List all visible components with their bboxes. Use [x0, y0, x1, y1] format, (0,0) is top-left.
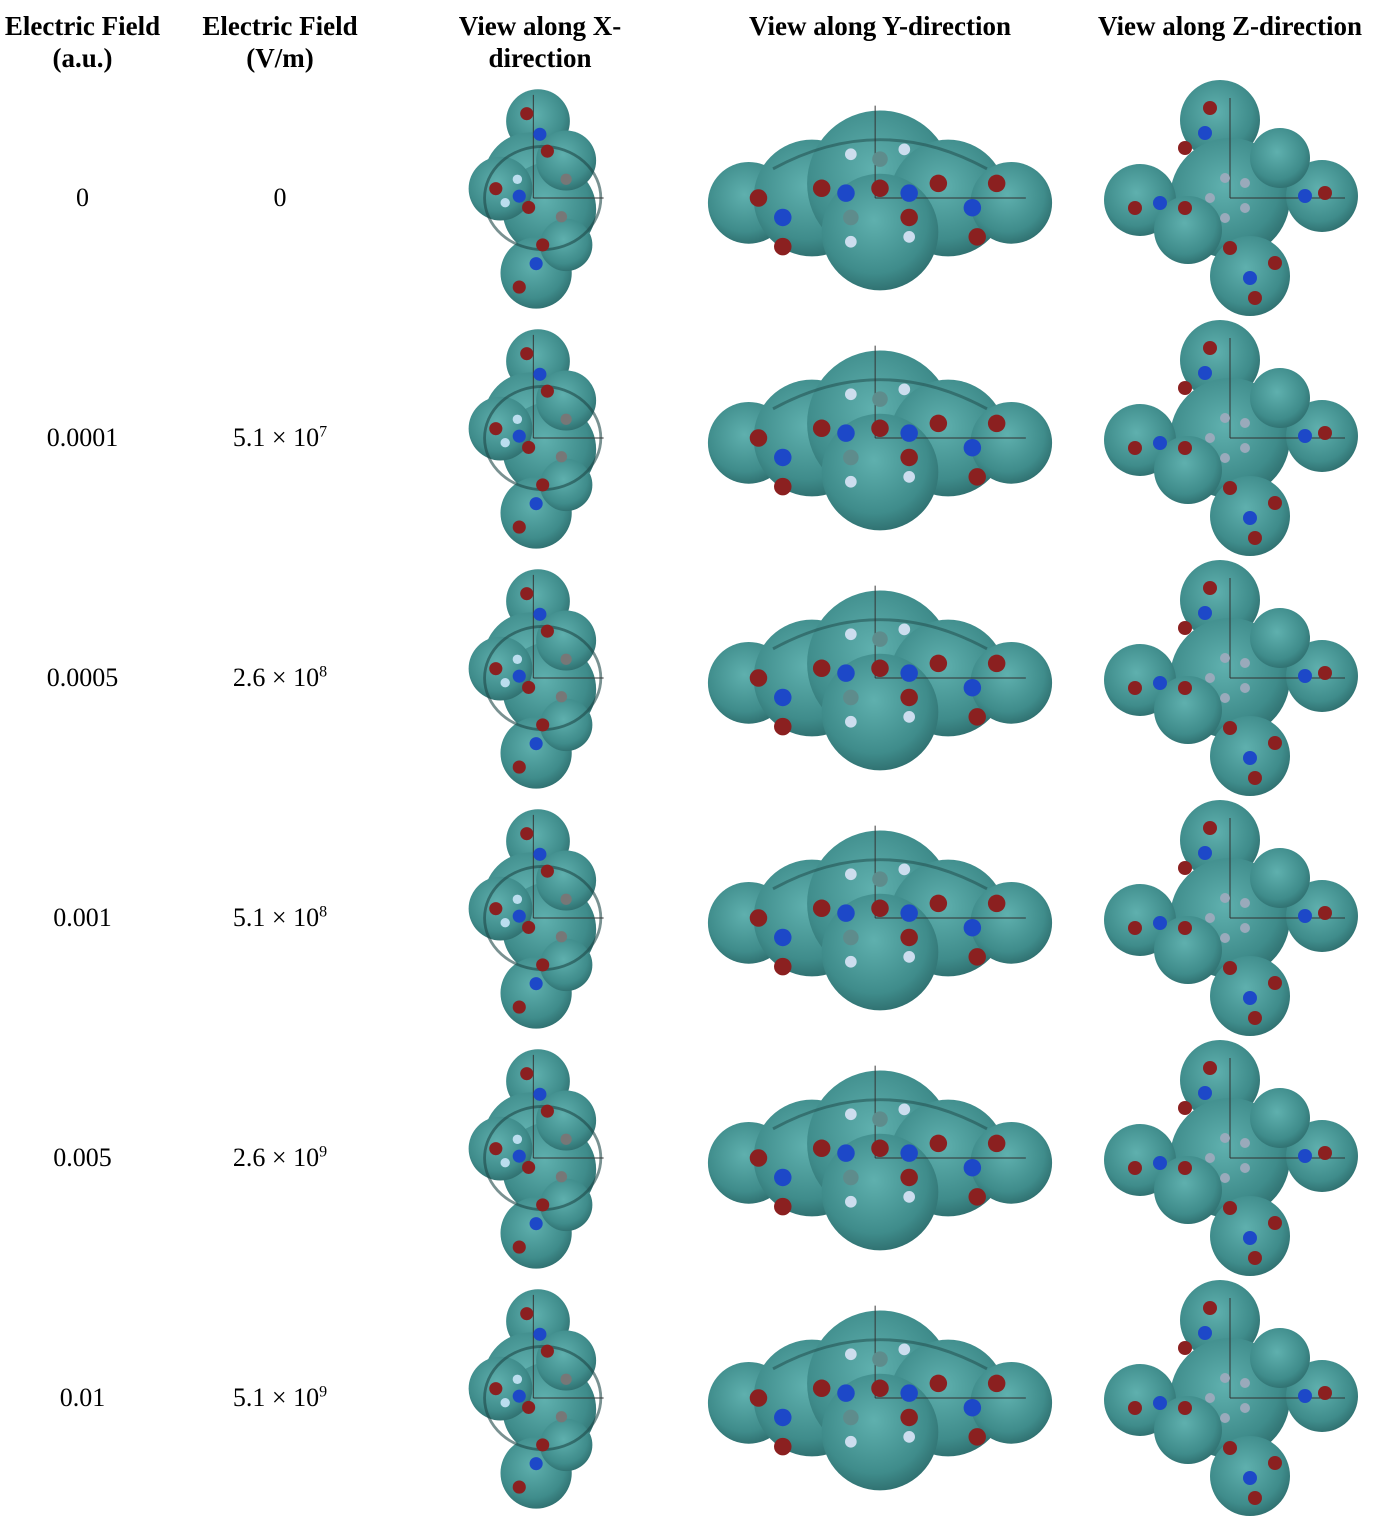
- field-vm-mantissa: 5.1 × 10: [233, 1383, 319, 1412]
- molecule-image: [708, 1306, 1052, 1491]
- field-vm-exponent: 7: [319, 423, 327, 440]
- molecule-view: [705, 1298, 1055, 1498]
- field-vm-exponent: 8: [319, 903, 327, 920]
- molecule-view: [1100, 78, 1360, 318]
- field-vm: 0: [185, 183, 375, 213]
- molecule-image: [708, 346, 1052, 531]
- field-vm-mantissa: 2.6 × 10: [233, 1143, 319, 1172]
- molecule-view: [1100, 558, 1360, 798]
- column-header: Electric Field (V/m): [185, 10, 375, 74]
- field-vm: 5.1 × 109: [185, 1383, 375, 1413]
- molecule-view: [463, 798, 613, 1038]
- field-au: 0.0005: [0, 663, 165, 693]
- molecule-image: [708, 106, 1052, 291]
- molecule-view: [705, 338, 1055, 538]
- field-vm-mantissa: 0: [274, 183, 287, 212]
- field-vm: 5.1 × 107: [185, 423, 375, 453]
- molecule-image: [469, 1049, 604, 1268]
- field-vm: 2.6 × 108: [185, 663, 375, 693]
- molecule-view: [1100, 1278, 1360, 1518]
- molecule-view: [463, 318, 613, 558]
- molecule-image: [708, 586, 1052, 771]
- molecule-view: [463, 78, 613, 318]
- molecule-view: [1100, 318, 1360, 558]
- molecule-image: [469, 329, 604, 548]
- column-header: View along Z-direction: [1080, 10, 1380, 42]
- molecule-image: [469, 89, 604, 308]
- page: {"header": ["Electric Field (a.u.)", "El…: [0, 0, 1382, 1513]
- molecule-view: [705, 98, 1055, 298]
- molecule-view: [463, 558, 613, 798]
- molecule-image: [1104, 1280, 1358, 1516]
- molecule-image: [1104, 800, 1358, 1036]
- column-header: View along X-direction: [440, 10, 640, 74]
- field-vm-mantissa: 5.1 × 10: [233, 423, 319, 452]
- column-header: Electric Field (a.u.): [0, 10, 165, 74]
- field-au: 0.01: [0, 1383, 165, 1413]
- molecule-view: [463, 1038, 613, 1278]
- molecule-view: [463, 1278, 613, 1518]
- molecule-view: [705, 578, 1055, 778]
- molecule-view: [705, 818, 1055, 1018]
- field-au: 0: [0, 183, 165, 213]
- molecule-image: [1104, 1040, 1358, 1276]
- molecule-image: [469, 1289, 604, 1508]
- field-vm-mantissa: 2.6 × 10: [233, 663, 319, 692]
- molecule-image: [1104, 80, 1358, 316]
- field-vm-mantissa: 5.1 × 10: [233, 903, 319, 932]
- field-au: 0.005: [0, 1143, 165, 1173]
- molecule-image: [469, 569, 604, 788]
- field-au: 0.001: [0, 903, 165, 933]
- field-vm-exponent: 9: [319, 1143, 327, 1160]
- molecule-image: [1104, 320, 1358, 556]
- molecule-view: [1100, 1038, 1360, 1278]
- molecule-image: [708, 1066, 1052, 1251]
- field-vm-exponent: 9: [319, 1383, 327, 1400]
- field-vm-exponent: 8: [319, 663, 327, 680]
- molecule-image: [1104, 560, 1358, 796]
- molecule-view: [1100, 798, 1360, 1038]
- molecule-view: [705, 1058, 1055, 1258]
- molecule-image: [708, 826, 1052, 1011]
- field-vm: 2.6 × 109: [185, 1143, 375, 1173]
- molecule-image: [469, 809, 604, 1028]
- column-header: View along Y-direction: [720, 10, 1040, 42]
- field-au: 0.0001: [0, 423, 165, 453]
- field-vm: 5.1 × 108: [185, 903, 375, 933]
